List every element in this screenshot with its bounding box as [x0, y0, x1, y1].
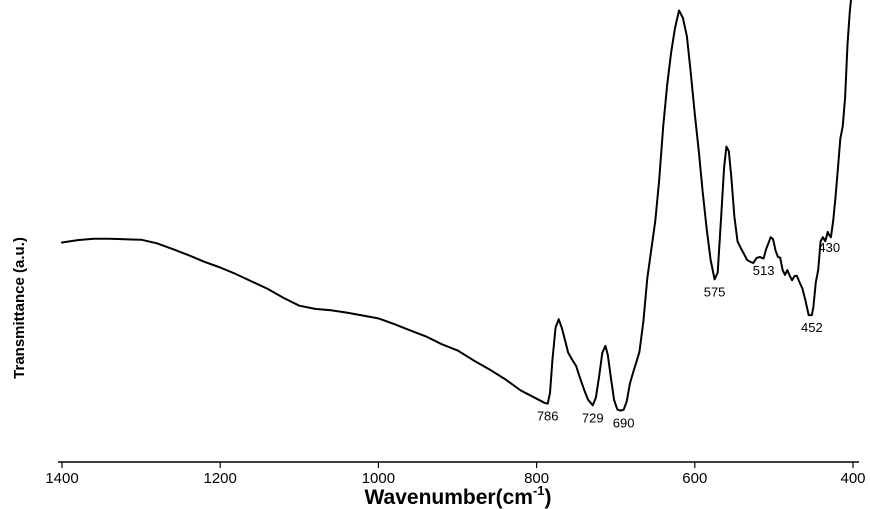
x-tick-label: 400: [840, 470, 865, 487]
axes: 1400 1200 1000 800 600 400: [45, 461, 866, 487]
x-tick-label: 1200: [204, 470, 237, 487]
x-axis-title: Wavenumber(cm-1): [365, 483, 552, 509]
x-tick-label: 1400: [45, 470, 78, 487]
peak-label: 452: [801, 320, 823, 335]
x-axis-title-main: Wavenumber(cm: [365, 486, 533, 509]
spectrum-line: [61, 0, 852, 412]
peak-label: 690: [613, 416, 635, 431]
peak-label: 729: [582, 410, 604, 425]
x-tick-label: 1000: [362, 470, 395, 487]
peak-label: 575: [704, 284, 726, 299]
series-layer: [61, 0, 852, 412]
peak-label: 513: [753, 263, 775, 278]
x-tick-label: 800: [524, 470, 549, 487]
x-axis-title-close: ): [545, 486, 552, 509]
peak-annotations: 786 729 690 575 513 452 430: [537, 240, 840, 430]
x-tick-label: 600: [682, 470, 707, 487]
peak-label: 786: [537, 409, 559, 424]
x-axis-title-superscript: -1: [533, 483, 545, 498]
peak-label: 430: [818, 240, 840, 255]
y-axis-title: Transmittance (a.u.): [11, 237, 28, 379]
